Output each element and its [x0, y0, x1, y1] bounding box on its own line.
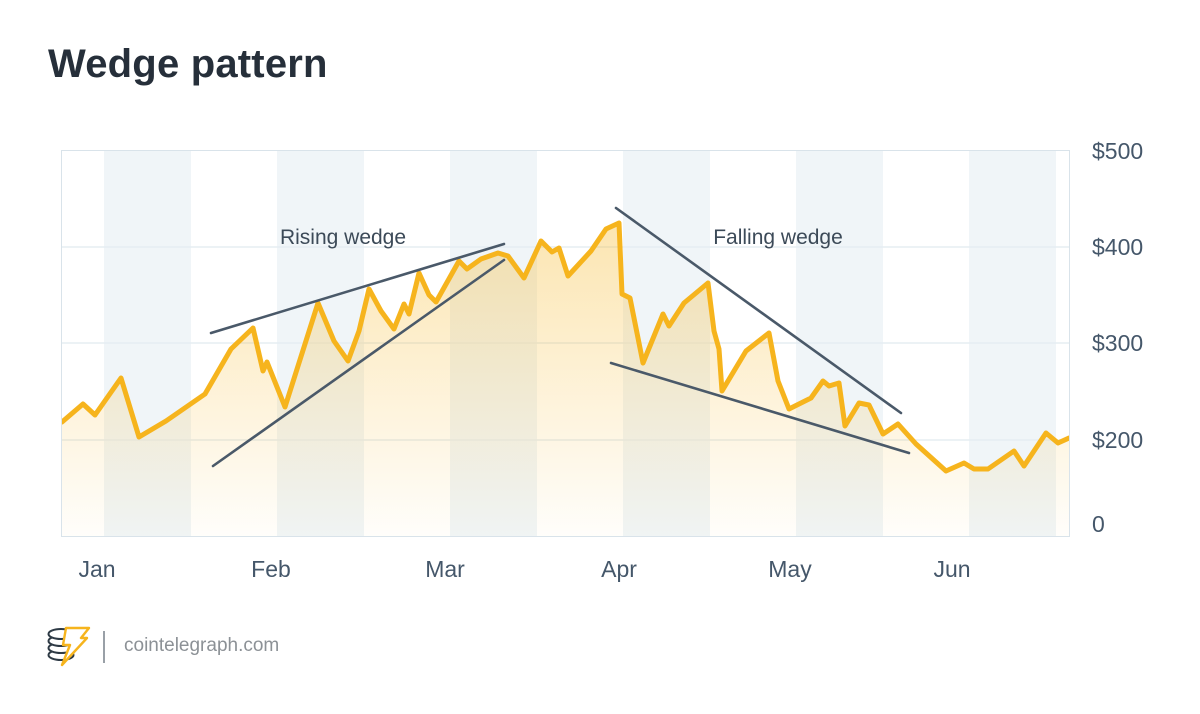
annotation-falling-wedge: Falling wedge: [713, 226, 843, 249]
wedge-trendlines: [209, 206, 911, 468]
x-tick-mar: Mar: [425, 556, 465, 582]
x-tick-jan: Jan: [78, 556, 116, 582]
footer-site-label: cointelegraph.com: [124, 635, 280, 656]
y-tick-0: 0: [1092, 511, 1105, 537]
x-tick-feb: Feb: [251, 556, 291, 582]
price-line: [62, 220, 1069, 474]
trendline: [209, 242, 506, 335]
y-tick-200: $200: [1092, 427, 1144, 453]
chart-canvas: [62, 206, 1069, 536]
x-tick-may: May: [768, 556, 812, 582]
chart-plot-area: [61, 150, 1070, 537]
y-tick-500: $500: [1092, 138, 1144, 164]
y-tick-300: $300: [1092, 330, 1144, 356]
trendline: [211, 258, 506, 468]
footer-divider: [103, 631, 105, 663]
y-tick-400: $400: [1092, 234, 1144, 260]
trendline: [614, 206, 903, 415]
cointelegraph-logo-icon: [47, 626, 91, 667]
lightning-bolt-icon: [60, 626, 91, 667]
trendline: [609, 361, 911, 455]
annotation-rising-wedge: Rising wedge: [279, 226, 407, 249]
page-title: Wedge pattern: [48, 42, 328, 86]
x-tick-apr: Apr: [601, 556, 637, 582]
x-tick-jun: Jun: [933, 556, 971, 582]
price-area: [62, 223, 1069, 536]
